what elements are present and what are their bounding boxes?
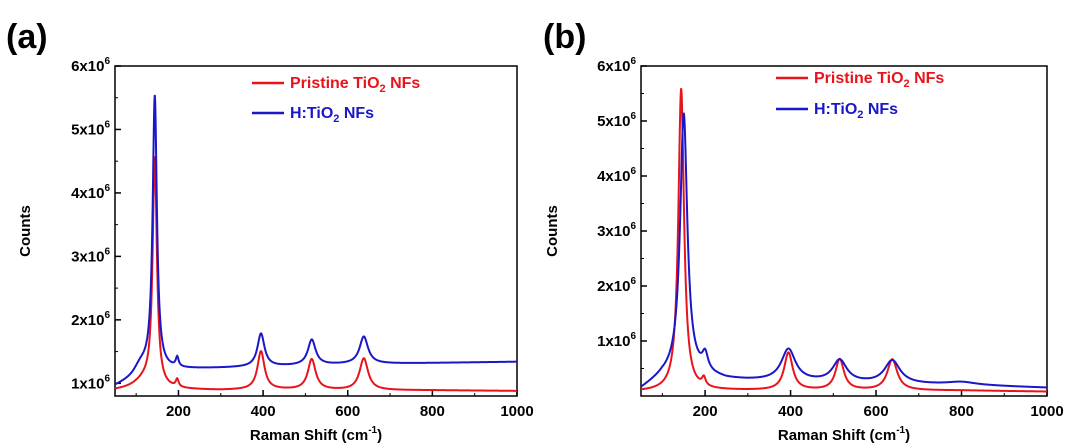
y-tick-exponent: 6 [630, 276, 636, 287]
y-tick-exponent: 6 [104, 183, 110, 194]
legend-name-subscript: 2 [904, 78, 910, 90]
y-tick-base: 2x10 [597, 278, 630, 295]
y-tick-base: 6x10 [597, 58, 630, 75]
legend-name-post: NFs [910, 70, 945, 87]
y-tick-base: 1x10 [71, 375, 104, 392]
y-tick-base: 5x10 [71, 121, 104, 138]
x-tick-label: 800 [949, 403, 974, 420]
panel-letter: (b) [543, 18, 586, 56]
legend-name-post: NFs [386, 75, 421, 92]
y-tick-label: 6x106 [71, 56, 110, 75]
y-tick-label: 2x106 [597, 276, 636, 295]
series-line-0 [115, 156, 517, 392]
legend-name-subscript: 2 [380, 83, 386, 95]
y-tick-label: 1x106 [71, 373, 110, 392]
y-axis-label: Counts [544, 205, 561, 257]
y-tick-exponent: 6 [104, 119, 110, 130]
y-tick-base: 4x10 [597, 168, 630, 185]
y-tick-exponent: 6 [630, 111, 636, 122]
y-tick-label: 5x106 [71, 119, 110, 138]
y-tick-exponent: 6 [630, 166, 636, 177]
y-tick-base: 2x10 [71, 312, 104, 329]
legend-label-0: Pristine TiO2 NFs [814, 70, 944, 90]
x-tick-label: 200 [166, 403, 191, 420]
x-tick-label: 1000 [1030, 403, 1063, 420]
y-tick-base: 1x10 [597, 333, 630, 350]
x-tick-label: 400 [251, 403, 276, 420]
x-axis-label-superscript: -1 [368, 425, 377, 436]
y-tick-label: 1x106 [597, 331, 636, 350]
legend-label-0: Pristine TiO2 NFs [290, 75, 420, 95]
x-tick-label: 800 [420, 403, 445, 420]
legend-name-post: NFs [339, 105, 374, 122]
x-axis-label-tail: ) [905, 427, 910, 444]
y-tick-base: 5x10 [597, 113, 630, 130]
y-tick-base: 3x10 [71, 248, 104, 265]
y-axis-label: Counts [17, 205, 34, 257]
legend-name-pre: Pristine TiO [290, 75, 380, 92]
y-tick-exponent: 6 [104, 246, 110, 257]
series-line-0 [641, 88, 1047, 393]
x-axis-label: Raman Shift (cm-1) [778, 425, 910, 444]
y-tick-label: 4x106 [597, 166, 636, 185]
x-axis-label: Raman Shift (cm-1) [250, 425, 382, 444]
x-tick-label: 400 [778, 403, 803, 420]
chart-panel-a: (a)200 400 600 800 10001x1062x1063x1064x1065… [6, 18, 534, 444]
y-tick-base: 3x10 [597, 223, 630, 240]
series-line-1 [641, 112, 1047, 389]
legend-name-post: NFs [863, 101, 898, 118]
y-tick-label: 4x106 [71, 183, 110, 202]
y-tick-base: 6x10 [71, 58, 104, 75]
legend-name-subscript: 2 [857, 109, 863, 121]
y-tick-exponent: 6 [630, 221, 636, 232]
y-tick-label: 3x106 [71, 246, 110, 265]
x-tick-label: 200 [693, 403, 718, 420]
panel-letter: (a) [6, 18, 48, 56]
x-tick-label: 600 [335, 403, 360, 420]
legend-label-1: H:TiO2 NFs [814, 101, 898, 121]
y-tick-exponent: 6 [104, 56, 110, 67]
y-tick-label: 2x106 [71, 310, 110, 329]
y-tick-exponent: 6 [630, 56, 636, 67]
x-axis-label-text: Raman Shift (cm [250, 427, 368, 444]
y-tick-label: 3x106 [597, 221, 636, 240]
plot-frame [114, 65, 518, 397]
x-axis-label-text: Raman Shift (cm [778, 427, 896, 444]
series-line-1 [115, 94, 517, 386]
x-axis-label-superscript: -1 [896, 425, 905, 436]
y-tick-exponent: 6 [104, 373, 110, 384]
legend-label-1: H:TiO2 NFs [290, 105, 374, 125]
y-tick-base: 4x10 [71, 185, 104, 202]
chart-panel-b: (b)200 400 600 800 10001x1062x1063x1064x1065… [543, 18, 1064, 444]
legend-name-subscript: 2 [333, 113, 339, 125]
legend-name-pre: H:TiO [290, 105, 333, 122]
y-tick-exponent: 6 [104, 310, 110, 321]
y-tick-exponent: 6 [630, 331, 636, 342]
x-tick-label: 600 [864, 403, 889, 420]
legend-name-pre: Pristine TiO [814, 70, 904, 87]
legend-name-pre: H:TiO [814, 101, 857, 118]
x-tick-label: 1000 [500, 403, 533, 420]
x-axis-label-tail: ) [377, 427, 382, 444]
y-tick-label: 5x106 [597, 111, 636, 130]
y-tick-label: 6x106 [597, 56, 636, 75]
